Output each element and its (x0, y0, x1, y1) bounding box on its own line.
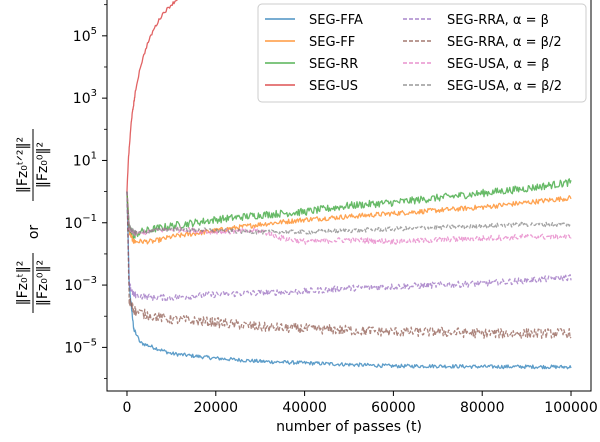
y-axis-ticks: 10−5 10−3 10−1 101 103 105 (64, 4, 107, 379)
x-tick-label: 40000 (282, 400, 327, 416)
legend-label: SEG-USA, α = β/2 (447, 79, 562, 94)
x-tick-label: 20000 (194, 400, 239, 416)
series-line-2 (126, 191, 572, 245)
series-layer (126, 0, 572, 370)
y-title-or: or (26, 225, 42, 240)
plot-frame (106, 0, 592, 392)
legend-label: SEG-FFA (309, 13, 363, 28)
x-axis-title: number of passes (t) (276, 419, 422, 435)
y-title-numerator-2: ‖Fz₀ᵗᐟ²‖² (15, 137, 31, 193)
x-tick-label: 80000 (460, 400, 505, 416)
legend-box (257, 3, 587, 103)
y-title-numerator-1: ‖Fz₀ᵗ‖² (15, 261, 31, 306)
y-tick-label: 103 (73, 88, 97, 107)
x-tick-label: 0 (123, 400, 132, 416)
legend-label: SEG-RR (309, 57, 358, 72)
x-axis-ticks: 0 20000 40000 60000 80000 100000 (123, 391, 598, 416)
legend-label: SEG-RRA, α = β (447, 13, 549, 28)
y-tick-label: 10−5 (64, 337, 97, 356)
legend-label: SEG-RRA, α = β/2 (447, 35, 562, 50)
legend: SEG-FFA SEG-FF SEG-RR SEG-US SEG-RRA, α = β S… (257, 3, 587, 103)
y-title-denominator-2: ‖Fz₀⁰‖² (35, 142, 51, 188)
series-line-1 (126, 191, 572, 370)
legend-label: SEG-FF (309, 35, 355, 50)
series-line-8 (126, 191, 572, 235)
legend-label: SEG-USA, α = β (447, 57, 549, 72)
series-line-5 (126, 191, 572, 302)
y-tick-label: 101 (73, 150, 97, 169)
series-line-3 (126, 178, 572, 239)
legend-label: SEG-US (309, 79, 358, 94)
y-tick-label: 105 (73, 26, 97, 45)
series-line-4 (126, 0, 178, 192)
y-tick-label: 10−3 (64, 275, 97, 294)
series-line-6 (126, 191, 572, 339)
x-tick-label: 60000 (371, 400, 416, 416)
x-tick-label: 100000 (544, 400, 597, 416)
y-axis-title: ‖Fz₀ᵗ‖² ‖Fz₀⁰‖²or‖Fz₀ᵗᐟ²‖² ‖Fz₀⁰‖² (15, 129, 51, 313)
y-tick-label: 10−1 (64, 213, 97, 232)
series-line-7 (126, 191, 572, 245)
y-title-denominator-1: ‖Fz₀⁰‖² (35, 260, 51, 306)
